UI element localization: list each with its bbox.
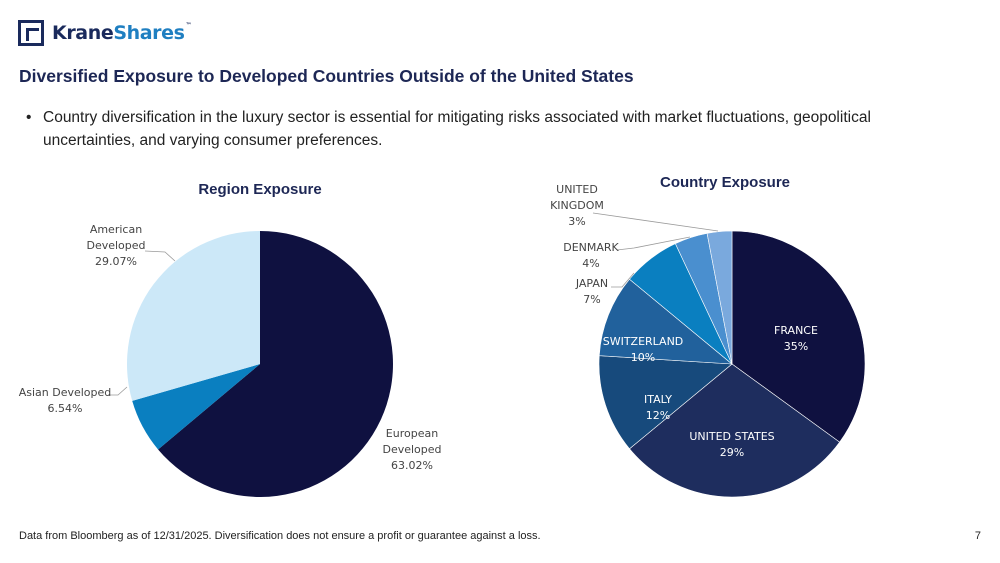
country-exposure-pie (598, 230, 866, 498)
logo-mark-icon (18, 20, 44, 46)
pie-slice-italy (598, 355, 733, 450)
data-label-european-developed: European Developed 63.02% (382, 427, 441, 472)
data-label-denmark: DENMARK 4% (563, 241, 619, 270)
bullet-point: • Country diversification in the luxury … (26, 106, 926, 152)
data-label-american-developed: American Developed 29.07% (86, 223, 145, 268)
pie-slice-france (731, 230, 866, 443)
data-label-italy: ITALY 12% (644, 393, 672, 422)
country-exposure-title: Country Exposure (660, 174, 790, 191)
brand-logo: KraneShares™ (18, 18, 192, 48)
pie-slice-united-states (629, 363, 841, 498)
leader-line-japan (611, 272, 635, 288)
region-exposure-title: Region Exposure (198, 181, 321, 198)
pie-slice-switzerland (598, 278, 733, 365)
data-label-united-states: UNITED STATES 29% (689, 430, 774, 459)
leader-line-united-kingdom (592, 212, 719, 232)
data-label-united-kingdom: UNITED KINGDOM 3% (550, 183, 604, 228)
pie-slice-european-developed (158, 231, 393, 497)
logo-word-krane: Krane (52, 22, 114, 44)
pie-slice-asian-developed (132, 364, 260, 450)
page-number: 7 (974, 530, 981, 542)
slide-title: Diversified Exposure to Developed Countr… (19, 66, 634, 86)
data-label-france: FRANCE 35% (774, 324, 818, 353)
leader-line-asian-developed (108, 386, 128, 396)
logo-wordmark: KraneShares™ (52, 22, 192, 44)
data-label-switzerland: SWITZERLAND 10% (603, 335, 684, 364)
footnote: Data from Bloomberg as of 12/31/2025. Di… (19, 530, 541, 542)
logo-word-shares: Shares (113, 22, 185, 44)
pie-slice-american-developed (126, 231, 260, 401)
data-label-asian-developed: Asian Developed 6.54% (19, 386, 112, 415)
pie-slice-united-kingdom (706, 230, 733, 365)
region-exposure-pie (126, 231, 393, 497)
leader-line-denmark (616, 236, 691, 251)
bullet-text: Country diversification in the luxury se… (43, 109, 871, 149)
data-label-japan: JAPAN 7% (575, 277, 608, 306)
leader-line-american-developed (144, 250, 176, 262)
logo-trademark: ™ (185, 22, 192, 29)
bullet-marker: • (26, 109, 32, 126)
